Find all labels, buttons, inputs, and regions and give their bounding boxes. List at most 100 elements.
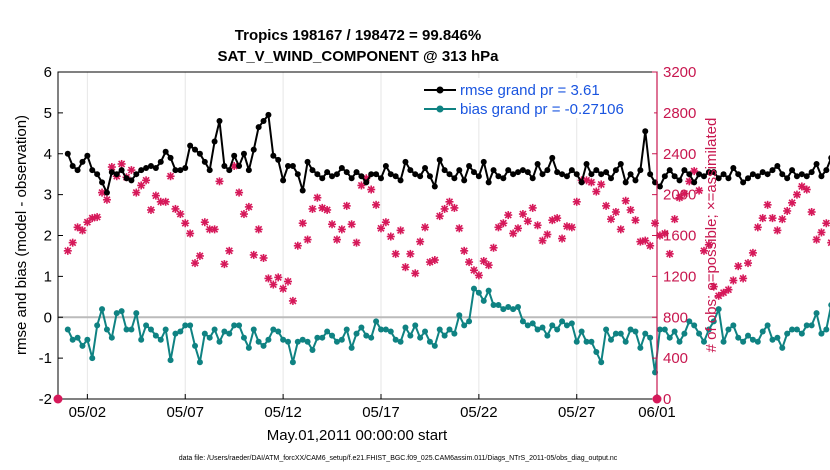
rmse-point — [823, 167, 830, 174]
rmse-point — [108, 169, 115, 176]
bias-point — [661, 326, 668, 333]
obs-assimilated-marker — [357, 181, 366, 190]
rmse-point — [617, 160, 624, 167]
obs-assimilated-marker — [142, 176, 151, 185]
legend-bias-label: bias grand pr = -0.27106 — [460, 101, 624, 118]
bias-point — [691, 322, 698, 329]
bias-point — [583, 338, 590, 345]
rmse-point — [299, 187, 306, 194]
obs-assimilated-marker — [621, 196, 630, 205]
bias-point — [172, 330, 179, 337]
obs-marker-stroke — [827, 239, 830, 243]
obs-assimilated-marker — [538, 236, 547, 245]
bias-point — [74, 334, 81, 341]
bias-point — [412, 322, 419, 329]
y-left-tick-label: 0 — [44, 309, 52, 326]
x-tick-label: 05/17 — [362, 404, 400, 421]
bias-point — [192, 342, 199, 349]
rmse-point — [324, 169, 331, 176]
bias-point — [265, 336, 272, 343]
bias-point — [167, 357, 174, 364]
obs-assimilated-marker — [783, 206, 792, 215]
obs-assimilated-marker — [533, 221, 542, 230]
rmse-point — [240, 150, 247, 157]
rmse-point — [466, 163, 473, 170]
rmse-point — [260, 118, 267, 125]
obs-assimilated-marker — [528, 203, 537, 212]
obs-assimilated-marker — [631, 216, 640, 225]
bias-point — [358, 324, 365, 331]
bias-point — [162, 326, 169, 333]
bias-point — [299, 336, 306, 343]
obs-assimilated-marker — [239, 210, 248, 219]
bias-point — [784, 330, 791, 337]
obs-assimilated-marker — [132, 188, 141, 197]
rmse-point — [661, 173, 668, 180]
chart-subtitle: SAT_V_WIND_COMPONENT @ 313 hPa — [217, 48, 499, 65]
rmse-point — [519, 167, 526, 174]
rmse-point — [84, 152, 91, 159]
obs-assimilated-marker — [499, 219, 508, 228]
rmse-point — [612, 167, 619, 174]
rmse-point — [603, 169, 610, 176]
rmse-point — [500, 175, 507, 182]
rmse-point — [319, 175, 326, 182]
rmse-point — [456, 167, 463, 174]
obs-assimilated-marker — [293, 241, 302, 250]
obs-assimilated-marker — [489, 243, 498, 252]
rmse-point — [265, 111, 272, 118]
rmse-point — [270, 152, 277, 159]
rmse-point — [407, 167, 414, 174]
legend-rmse-marker — [436, 86, 444, 94]
obs-assimilated-marker — [274, 273, 283, 282]
rmse-point — [133, 171, 140, 178]
y-left-tick-label: 3 — [44, 187, 52, 204]
obs-assimilated-marker — [337, 225, 346, 234]
bias-point — [270, 326, 277, 333]
obs-assimilated-marker — [460, 246, 469, 255]
bias-point — [343, 326, 350, 333]
bias-point — [216, 338, 223, 345]
obs-assimilated-marker — [729, 276, 738, 285]
bias-point — [338, 336, 345, 343]
bias-point — [700, 338, 707, 345]
rmse-point — [705, 169, 712, 176]
obs-assimilated-marker — [396, 226, 405, 235]
bias-point — [549, 322, 556, 329]
rmse-point — [529, 175, 536, 182]
obs-assimilated-marker — [367, 185, 376, 194]
bias-point — [764, 322, 771, 329]
rmse-point — [735, 171, 742, 178]
rmse-point — [196, 150, 203, 157]
y-right-tick-label: 2400 — [663, 146, 696, 163]
obs-assimilated-marker — [518, 210, 527, 219]
bias-point — [603, 326, 610, 333]
rmse-point — [539, 171, 546, 178]
rmse-point — [280, 177, 287, 184]
bias-point — [789, 326, 796, 333]
rmse-point — [637, 167, 644, 174]
bias-point — [495, 301, 502, 308]
bias-point — [568, 320, 575, 327]
rmse-point — [343, 169, 350, 176]
rmse-point — [715, 175, 722, 182]
rmse-point — [289, 163, 296, 170]
bias-point — [754, 338, 761, 345]
chart-title: Tropics 198167 / 198472 = 99.846% — [235, 27, 481, 44]
obs-assimilated-marker — [606, 215, 615, 224]
obs-assimilated-marker — [509, 229, 518, 238]
bias-point — [554, 326, 561, 333]
obs-assimilated-marker — [102, 195, 111, 204]
rmse-point — [563, 173, 570, 180]
bias-point — [745, 332, 752, 339]
obs-assimilated-marker — [469, 266, 478, 275]
bias-point — [275, 328, 282, 335]
rmse-point — [363, 179, 370, 186]
rmse-point — [382, 163, 389, 170]
y-left-axis-label: rmse and bias (model - observation) — [13, 115, 30, 355]
obs-assimilated-marker — [328, 220, 337, 229]
rmse-point — [250, 146, 257, 153]
obs-assimilated-marker — [146, 205, 155, 214]
rmse-point — [647, 171, 654, 178]
rmse-point — [568, 167, 575, 174]
